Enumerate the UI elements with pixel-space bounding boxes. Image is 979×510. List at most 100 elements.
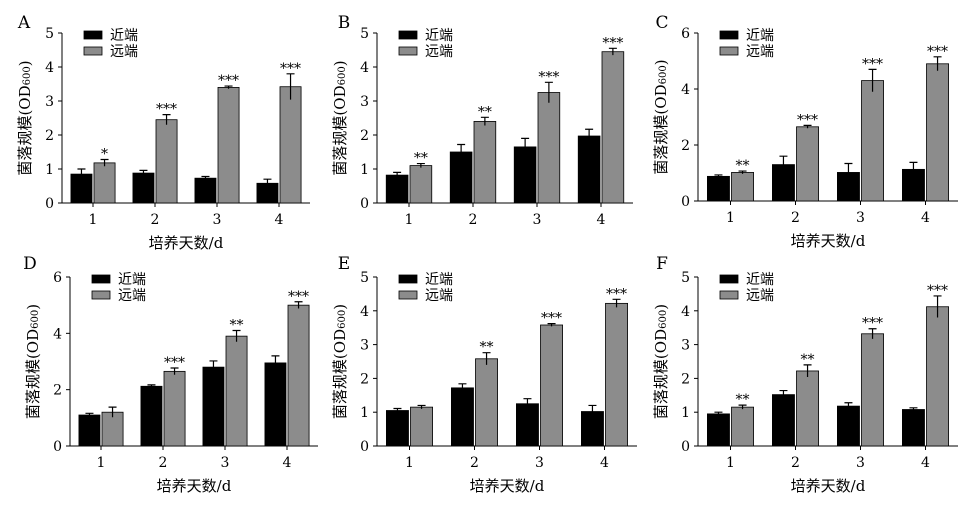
legend-label: 远端	[425, 288, 453, 304]
error-bar	[523, 398, 532, 409]
error-bar	[77, 168, 86, 180]
bar-near	[385, 174, 409, 204]
legend-swatch-far	[719, 290, 739, 300]
error-bar	[544, 81, 553, 103]
bar-far	[225, 335, 248, 447]
legend-swatch-near	[91, 274, 111, 284]
error-bar	[585, 128, 594, 143]
error-bar	[521, 137, 530, 156]
legend-swatch-near	[83, 30, 103, 40]
error-bar	[868, 328, 877, 339]
y-tick-label: 4	[360, 60, 369, 76]
panel-label: F	[656, 254, 668, 274]
y-tick-label: 0	[53, 439, 62, 455]
error-bar	[271, 355, 280, 370]
significance-mark: **	[801, 352, 815, 368]
legend-swatch-far	[398, 290, 418, 300]
legend-label: 远端	[746, 44, 774, 60]
y-tick-label: 2	[360, 371, 369, 387]
y-tick-label: 4	[360, 304, 369, 320]
error-bar	[909, 161, 918, 177]
bar-near	[707, 175, 730, 202]
error-bar	[457, 143, 466, 160]
bar-near	[264, 362, 287, 447]
significance-mark: ***	[288, 289, 309, 305]
bar-near	[449, 151, 473, 204]
x-axis-label: 培养天数/d	[157, 477, 232, 495]
x-tick-label: 3	[856, 210, 865, 226]
legend-swatch-far	[83, 46, 103, 56]
y-tick-label: 6	[681, 26, 690, 42]
error-bar	[393, 171, 402, 178]
x-tick-label: 4	[921, 455, 930, 471]
x-tick-label: 1	[89, 212, 98, 228]
y-tick-label: 1	[681, 405, 690, 421]
bar-near	[140, 385, 163, 447]
x-tick-label: 3	[213, 212, 222, 228]
significance-mark: **	[478, 104, 492, 120]
legend-label: 近端	[118, 272, 146, 288]
y-tick-label: 3	[360, 94, 369, 110]
y-axis-label: 菌落规模(OD600)	[16, 60, 34, 175]
error-bar	[416, 162, 425, 168]
legend-label: 近端	[425, 272, 453, 288]
y-tick-label: 4	[45, 60, 54, 76]
x-tick-label: 4	[921, 210, 930, 226]
bar-near	[450, 387, 474, 447]
bar-far	[731, 406, 755, 447]
significance-mark: ***	[541, 311, 562, 327]
significance-mark: ***	[156, 102, 177, 118]
legend-label: 远端	[118, 288, 146, 304]
error-bar	[147, 384, 156, 388]
bar-far	[410, 406, 434, 447]
panel-label: A	[17, 13, 31, 33]
significance-mark: **	[480, 340, 494, 356]
y-axis-label: 菌落规模(OD600)	[331, 60, 349, 175]
error-bar	[480, 116, 489, 126]
significance-mark: *	[101, 146, 108, 162]
error-bar	[100, 158, 109, 167]
error-bar	[803, 364, 812, 378]
legend-label: 远端	[110, 44, 138, 60]
y-tick-label: 0	[45, 196, 54, 212]
error-bar	[209, 360, 218, 374]
bar-far	[163, 370, 186, 447]
bar-far	[926, 63, 950, 202]
significance-mark: **	[230, 318, 244, 334]
bar-far	[409, 165, 433, 204]
x-tick-label: 2	[159, 455, 168, 471]
y-axis-label: 菌落规模(OD600)	[652, 304, 670, 419]
bar-far	[537, 92, 561, 204]
y-axis-label: 菌落规模(OD600)	[652, 59, 670, 174]
bar-near	[132, 172, 155, 204]
legend-swatch-near	[719, 30, 739, 40]
bar-near	[194, 177, 217, 204]
legend-swatch-far	[719, 46, 739, 56]
x-tick-label: 2	[151, 212, 160, 228]
bar-near	[516, 403, 539, 447]
significance-mark: **	[414, 151, 428, 167]
bar-far	[861, 333, 885, 447]
y-tick-label: 6	[53, 270, 62, 286]
bar-far	[926, 306, 950, 447]
x-tick-label: 1	[405, 212, 414, 228]
x-tick-label: 1	[97, 455, 106, 471]
y-tick-label: 2	[360, 128, 369, 144]
x-tick-label: 2	[791, 210, 800, 226]
error-bar	[482, 352, 491, 365]
significance-mark: ***	[927, 283, 948, 299]
significance-mark: ***	[862, 56, 883, 72]
x-axis-label: 培养天数/d	[149, 234, 224, 252]
x-axis-label: 培养天数/d	[791, 232, 866, 250]
legend-swatch-far	[398, 46, 418, 56]
x-tick-label: 4	[275, 212, 284, 228]
y-tick-label: 2	[45, 128, 54, 144]
panel-label: E	[338, 254, 350, 274]
y-tick-label: 4	[681, 304, 690, 320]
x-tick-label: 3	[221, 455, 230, 471]
